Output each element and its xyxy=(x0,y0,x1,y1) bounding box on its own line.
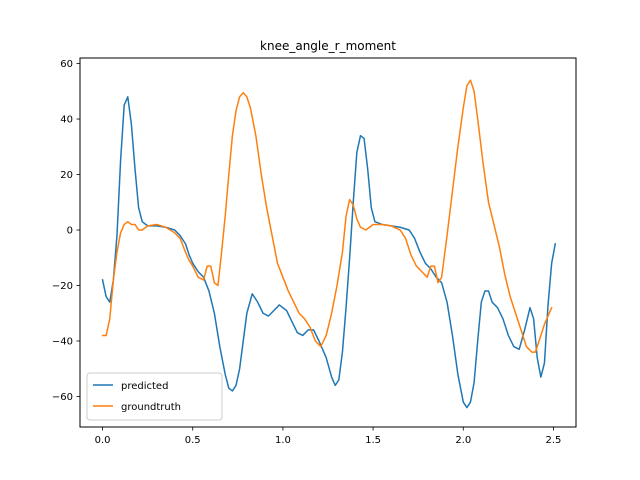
x-tick-label: 0.0 xyxy=(95,435,111,446)
x-axis: 0.0 0.5 1.0 1.5 2.0 2.5 xyxy=(95,427,562,446)
legend: predicted groundtruth xyxy=(86,372,223,421)
x-tick-label: 2.5 xyxy=(546,435,562,446)
y-tick-label: 0 xyxy=(67,226,73,237)
y-axis: −60 −40 −20 0 20 40 60 xyxy=(52,59,80,403)
series-line-predicted xyxy=(101,96,557,409)
x-tick-label: 0.5 xyxy=(185,435,201,446)
y-tick-label: −20 xyxy=(52,281,73,292)
series-line-groundtruth xyxy=(101,79,553,353)
y-tick-label: −40 xyxy=(52,336,73,347)
y-tick-label: 40 xyxy=(60,115,73,126)
plot-lines xyxy=(101,79,557,409)
plot-frame xyxy=(79,57,577,428)
legend-box xyxy=(86,372,223,421)
x-tick-label: 1.5 xyxy=(365,435,381,446)
chart-title: knee_angle_r_moment xyxy=(260,39,396,53)
x-tick-label: 1.0 xyxy=(275,435,291,446)
legend-label-predicted: predicted xyxy=(121,381,168,392)
y-tick-label: 20 xyxy=(60,170,73,181)
y-tick-label: −60 xyxy=(52,392,73,403)
y-tick-label: 60 xyxy=(60,59,73,70)
legend-label-groundtruth: groundtruth xyxy=(121,402,181,413)
x-tick-label: 2.0 xyxy=(455,435,471,446)
